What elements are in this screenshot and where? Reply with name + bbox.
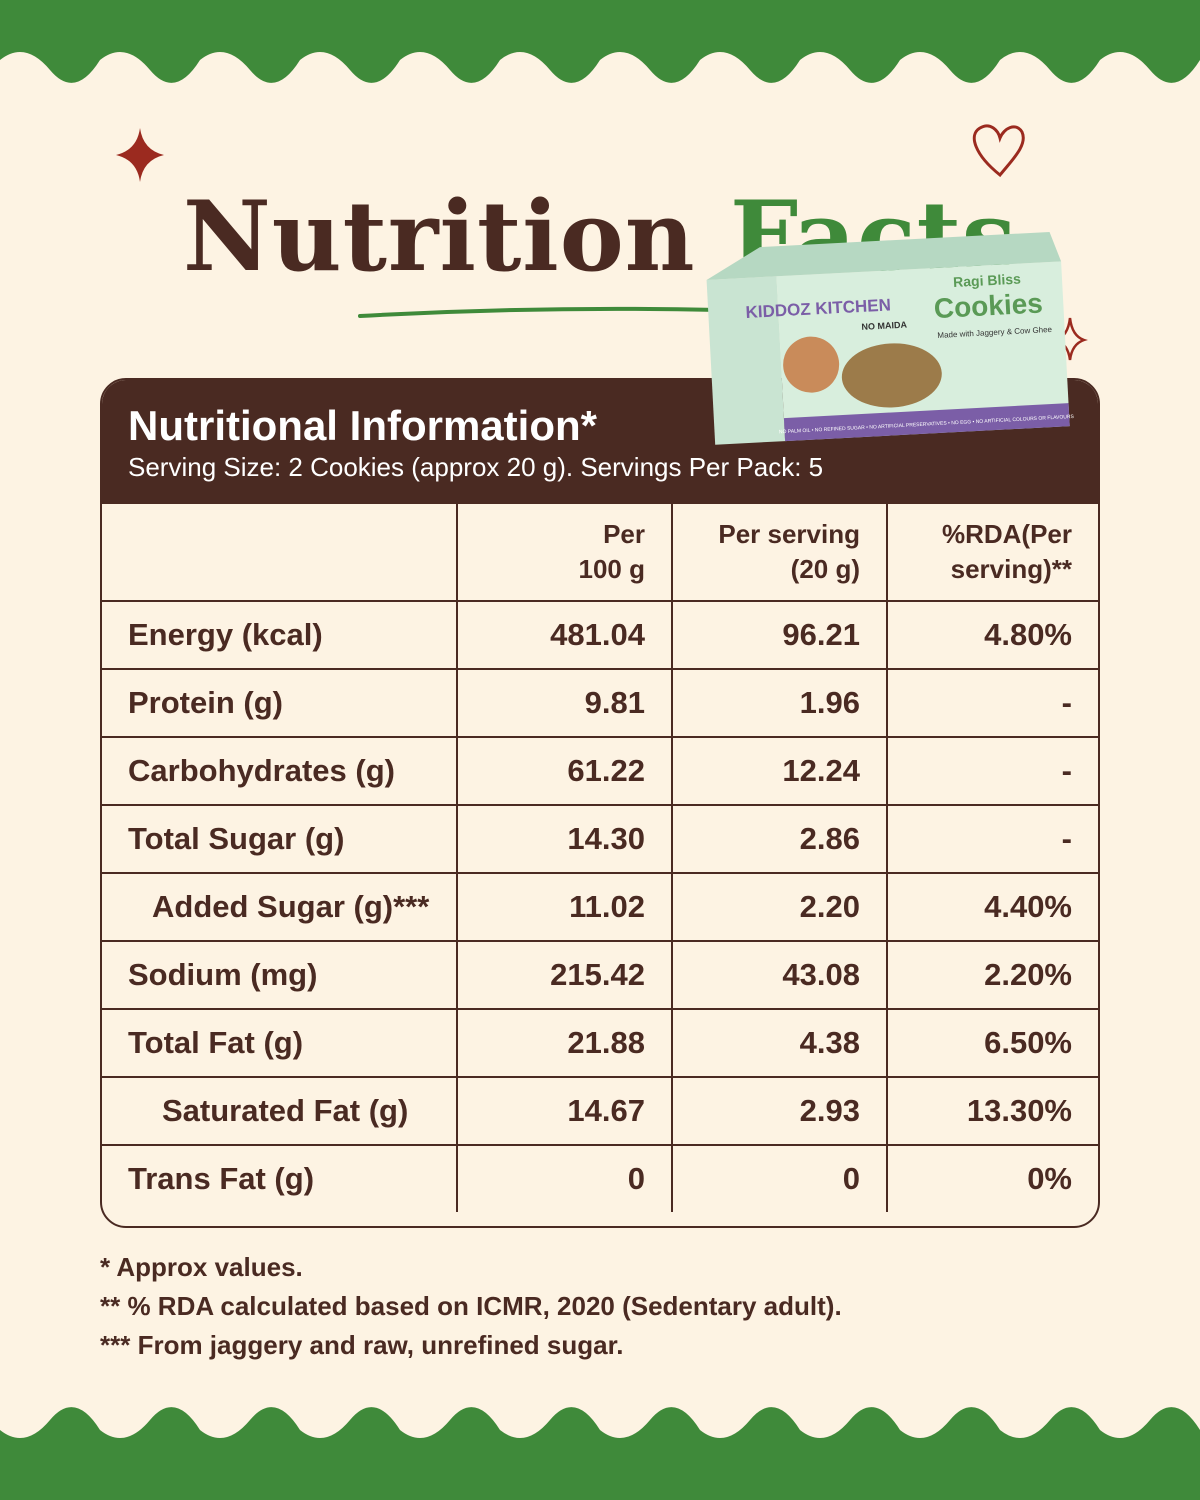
top-wave: [0, 0, 1200, 83]
table-row: Sodium (mg) 215.42 43.08 2.20%: [102, 940, 1098, 1010]
table-head: Per 100 g Per serving (20 g) %RDA(Per serv…: [102, 504, 1098, 601]
value-cell: 4.40%: [886, 872, 1098, 942]
nutrient-label: Sodium (mg): [102, 940, 458, 1010]
table-row: Protein (g) 9.81 1.96-: [102, 668, 1098, 738]
header-cell: Per serving (20 g): [671, 504, 888, 601]
footnotes: * Approx values. ** % RDA calculated base…: [100, 1248, 842, 1365]
value-cell: 0: [456, 1144, 673, 1212]
value-cell: 0%: [886, 1144, 1098, 1212]
value-cell: 2.20%: [886, 940, 1098, 1010]
nutrient-label: Total Fat (g): [102, 1008, 458, 1078]
value-cell: 2.20: [671, 872, 888, 942]
nutrient-label: Added Sugar (g)***: [102, 872, 458, 942]
nutrient-label: Energy (kcal): [102, 600, 458, 670]
title-word: Nutrition: [183, 180, 696, 293]
nutrition-card: Nutritional Information* Serving Size: 2…: [100, 378, 1100, 1228]
table-row: Total Fat (g) 21.88 4.38 6.50%: [102, 1008, 1098, 1078]
table-row: Saturated Fat (g) 14.67 2.93 13.30%: [102, 1076, 1098, 1146]
table-row: Total Sugar (g) 14.30 2.86-: [102, 804, 1098, 874]
value-cell: -: [886, 736, 1098, 806]
title-word: Facts: [730, 180, 1017, 293]
value-cell: 13.30%: [886, 1076, 1098, 1146]
value-cell: 61.22: [456, 736, 673, 806]
page-title: Nutrition Facts: [0, 180, 1200, 293]
value-cell: 0: [671, 1144, 888, 1212]
value-cell: -: [886, 668, 1098, 738]
value-cell: 2.93: [671, 1076, 888, 1146]
value-cell: 2.86: [671, 804, 888, 874]
header-cell: Per 100 g: [456, 504, 673, 601]
nutrient-label: Carbohydrates (g): [102, 736, 458, 806]
value-cell: -: [886, 804, 1098, 874]
nutrition-table: Per 100 g Per serving (20 g) %RDA(Per serv…: [102, 504, 1098, 1212]
bottom-wave: [0, 1407, 1200, 1500]
nutrient-label: Protein (g): [102, 668, 458, 738]
value-cell: 9.81: [456, 668, 673, 738]
value-cell: 11.02: [456, 872, 673, 942]
table-row: Added Sugar (g)*** 11.02 2.20 4.40%: [102, 872, 1098, 942]
card-title: Nutritional Information*: [128, 402, 597, 449]
value-cell: 6.50%: [886, 1008, 1098, 1078]
value-cell: 12.24: [671, 736, 888, 806]
footnote: ** % RDA calculated based on ICMR, 2020 …: [100, 1291, 842, 1321]
value-cell: 21.88: [456, 1008, 673, 1078]
value-cell: 14.30: [456, 804, 673, 874]
nutrient-label: Total Sugar (g): [102, 804, 458, 874]
table-row: Carbohydrates (g) 61.22 12.24-: [102, 736, 1098, 806]
card-header: Nutritional Information* Serving Size: 2…: [102, 380, 1098, 504]
value-cell: 14.67: [456, 1076, 673, 1146]
header-cell: %RDA(Per serving)**: [886, 504, 1098, 601]
nutrient-label: Trans Fat (g): [102, 1144, 458, 1212]
header-cell: [102, 504, 458, 601]
header-row: Per 100 g Per serving (20 g) %RDA(Per serv…: [102, 504, 1098, 601]
card-subtitle: Serving Size: 2 Cookies (approx 20 g). S…: [128, 452, 824, 482]
table-row: Energy (kcal) 481.04 96.21 4.80%: [102, 600, 1098, 670]
value-cell: 43.08: [671, 940, 888, 1010]
value-cell: 215.42: [456, 940, 673, 1010]
footnote: *** From jaggery and raw, unrefined suga…: [100, 1330, 624, 1360]
table-body: Energy (kcal) 481.04 96.21 4.80% Protein (g)…: [102, 600, 1098, 1212]
value-cell: 1.96: [671, 668, 888, 738]
nutrient-label: Saturated Fat (g): [102, 1076, 458, 1146]
table-row: Trans Fat (g) 0 0 0%: [102, 1144, 1098, 1212]
value-cell: 4.80%: [886, 600, 1098, 670]
value-cell: 96.21: [671, 600, 888, 670]
value-cell: 481.04: [456, 600, 673, 670]
footnote: * Approx values.: [100, 1252, 303, 1282]
value-cell: 4.38: [671, 1008, 888, 1078]
